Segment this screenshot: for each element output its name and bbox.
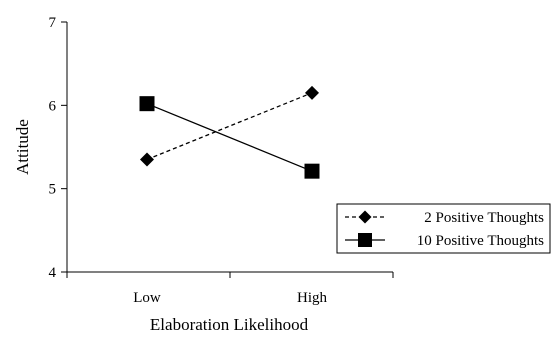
y-tick-label: 5 <box>49 182 57 198</box>
legend-label-1: 2 Positive Thoughts <box>424 210 544 226</box>
x-tick-label: Low <box>133 290 161 306</box>
x-axis-ticks: Low High <box>66 272 394 306</box>
legend-marker-square <box>358 233 372 247</box>
legend-label-2: 10 Positive Thoughts <box>417 233 544 249</box>
data-point-square <box>139 96 155 112</box>
series-line-1 <box>146 92 313 161</box>
data-point-diamond <box>140 152 154 167</box>
data-point-diamond <box>305 85 319 100</box>
y-axis-ticks: 4 5 6 7 <box>49 15 67 281</box>
x-axis-title: Elaboration Likelihood <box>150 315 309 334</box>
legend-marker-diamond <box>358 210 372 224</box>
y-tick-label: 6 <box>49 98 57 114</box>
legend-box <box>336 203 551 254</box>
y-tick-label: 7 <box>49 15 57 31</box>
x-tick-label: High <box>297 290 328 306</box>
plot-area: 4 5 6 7 Low High <box>49 15 394 306</box>
y-tick-label: 4 <box>49 265 57 281</box>
data-point-square <box>304 163 320 179</box>
legend-items: 2 Positive Thoughts 10 Positive Thoughts <box>345 210 544 249</box>
series-line-2 <box>146 103 313 172</box>
series-layer <box>139 85 320 179</box>
legend: 2 Positive Thoughts 10 Positive Thoughts <box>336 203 551 254</box>
y-axis-title: Attitude <box>13 119 32 175</box>
